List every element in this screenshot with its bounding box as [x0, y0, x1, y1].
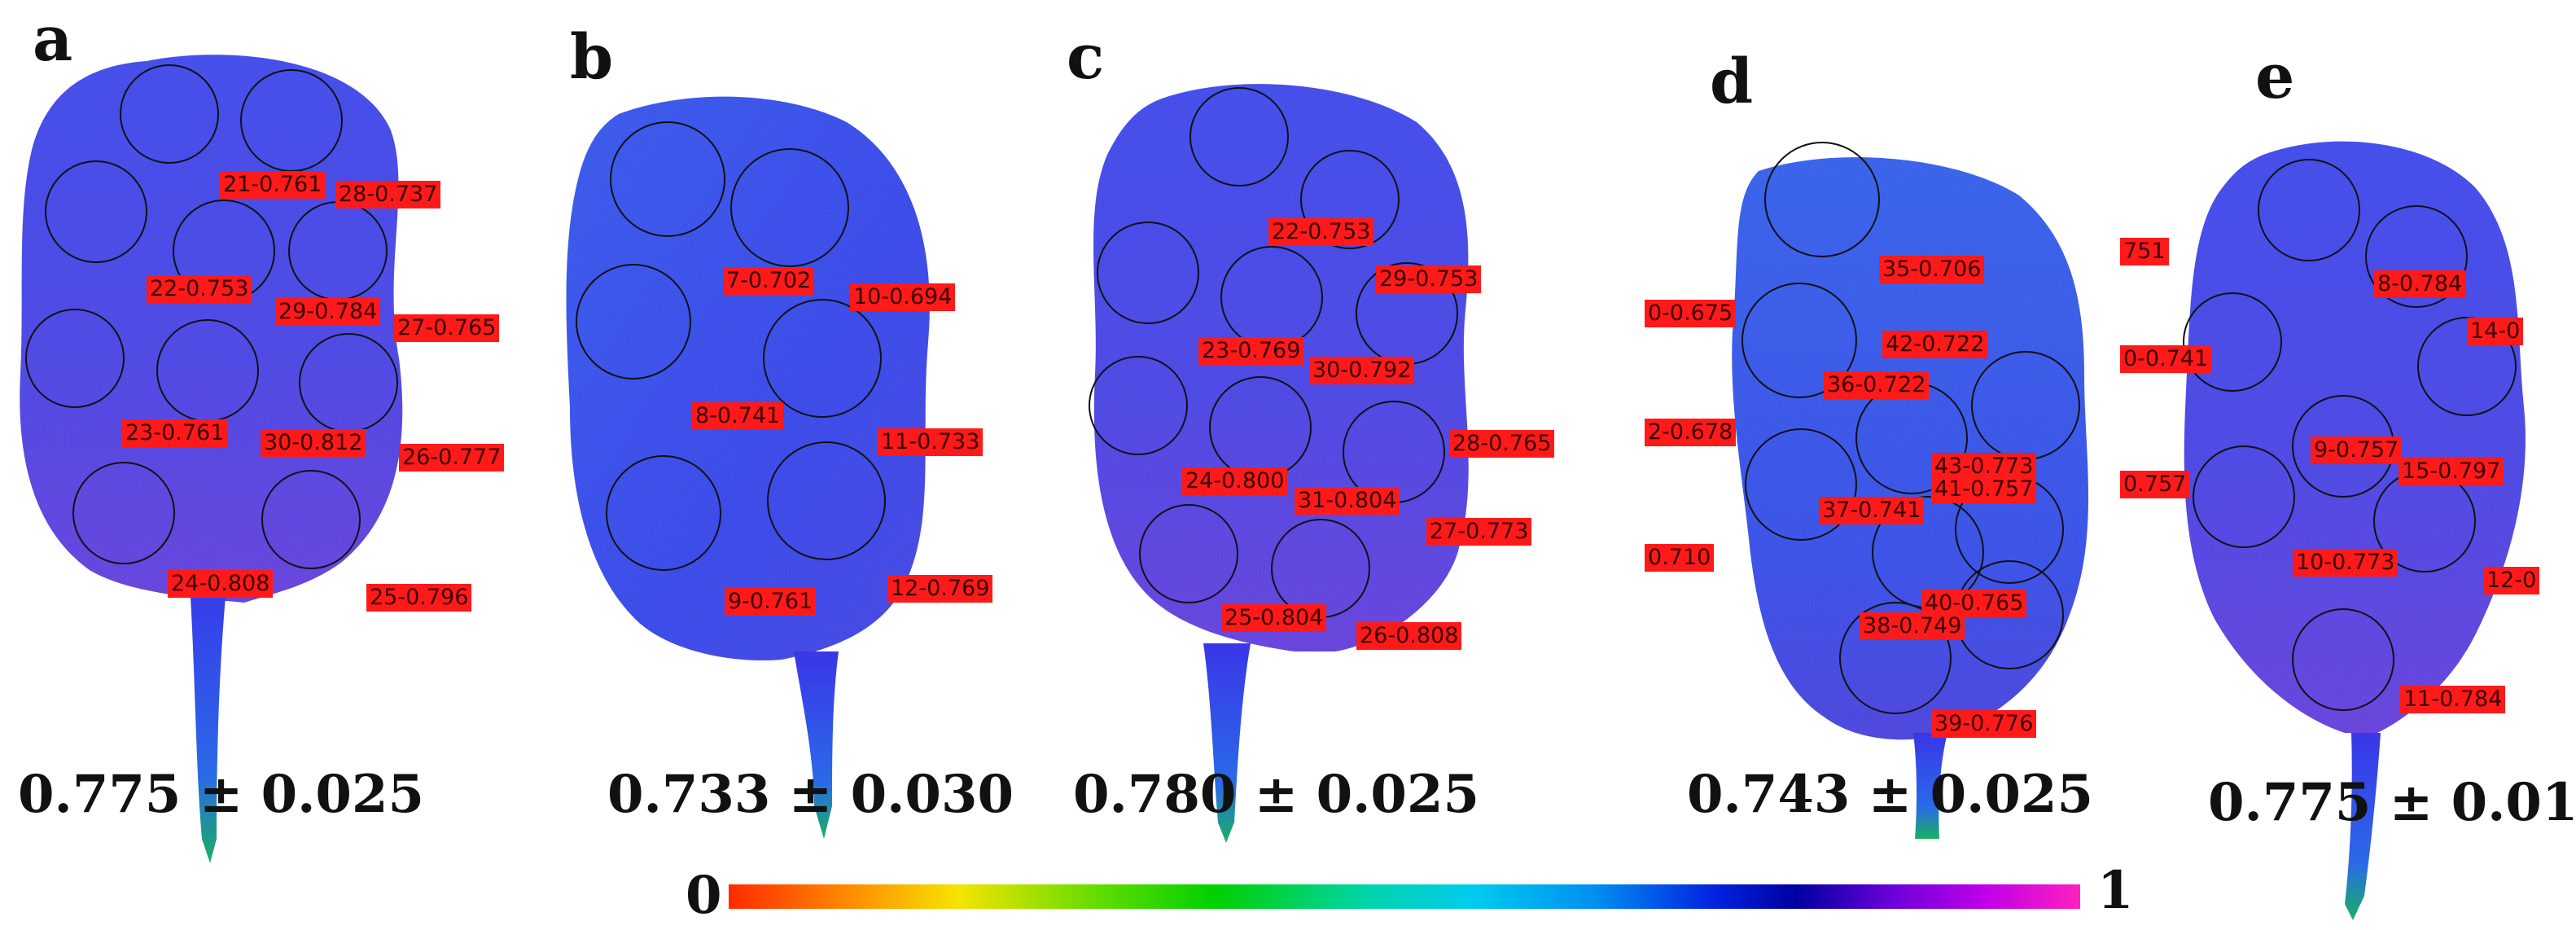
panel-letter-a: a	[33, 2, 73, 75]
roi-label: 21-0.761	[220, 171, 326, 199]
roi-label: 24-0.800	[1182, 467, 1288, 495]
roi-label: 11-0.733	[878, 428, 984, 456]
roi-label: 23-0.761	[122, 419, 228, 447]
roi-label: 40-0.765	[1921, 590, 2027, 617]
panel-letter-e: e	[2255, 40, 2295, 112]
roi-label: 0-0.675	[1645, 300, 1737, 327]
roi-label: 11-0.784	[2400, 686, 2506, 713]
roi-label: 12-0.769	[887, 575, 993, 603]
roi-label: 28-0.737	[335, 181, 441, 208]
roi-label: 42-0.722	[1882, 331, 1988, 358]
roi-label: 0.710	[1645, 544, 1715, 572]
roi-label: 9-0.757	[2311, 436, 2403, 464]
roi-label: 22-0.753	[1268, 218, 1374, 246]
roi-label: 29-0.753	[1376, 265, 1482, 293]
roi-label: 7-0.702	[723, 267, 815, 295]
roi-label: 26-0.777	[399, 444, 505, 472]
roi-label: 0-0.741	[2120, 345, 2212, 373]
roi-label: 751	[2120, 238, 2169, 265]
roi-label: 9-0.761	[725, 588, 817, 616]
roi-label: 0.757	[2120, 471, 2190, 498]
roi-label: 28-0.765	[1449, 430, 1555, 458]
roi-label: 10-0.773	[2293, 549, 2399, 577]
roi-label: 10-0.694	[850, 283, 956, 311]
panel-letter-b: b	[570, 20, 614, 93]
roi-label: 38-0.749	[1860, 612, 1965, 640]
panel-value-d: 0.743 ± 0.025	[1687, 764, 2093, 825]
roi-label: 22-0.753	[147, 275, 252, 303]
leaf-c	[1089, 84, 1469, 843]
colorbar-min-label: 0	[686, 865, 722, 926]
roi-label: 41-0.757	[1931, 476, 2037, 503]
panel-value-e: 0.775 ± 0.011	[2208, 772, 2576, 833]
roi-label: 27-0.765	[394, 314, 500, 342]
roi-label: 15-0.797	[2399, 458, 2504, 485]
roi-label: 23-0.769	[1198, 337, 1304, 365]
panel-letter-c: c	[1067, 20, 1105, 93]
colorbar-max-label: 1	[2097, 860, 2134, 921]
roi-label: 30-0.792	[1309, 357, 1415, 384]
panel-value-a: 0.775 ± 0.025	[18, 764, 424, 825]
panel-value-c: 0.780 ± 0.025	[1073, 764, 1479, 825]
roi-label: 27-0.773	[1426, 518, 1532, 546]
roi-label: 8-0.741	[692, 402, 784, 430]
roi-label: 8-0.784	[2374, 270, 2466, 298]
roi-label: 12-0	[2483, 567, 2540, 594]
roi-label: 36-0.722	[1824, 371, 1930, 399]
roi-label: 26-0.808	[1356, 622, 1462, 650]
roi-label: 24-0.808	[168, 570, 274, 598]
leaf-b	[566, 96, 930, 839]
colorbar	[729, 884, 2080, 909]
roi-label: 31-0.804	[1295, 487, 1400, 515]
roi-label: 2-0.678	[1645, 419, 1737, 446]
roi-label: 25-0.804	[1221, 604, 1327, 632]
panel-value-b: 0.733 ± 0.030	[607, 764, 1014, 825]
roi-label: 25-0.796	[366, 584, 472, 612]
roi-label: 35-0.706	[1879, 256, 1985, 283]
roi-label: 14-0	[2467, 318, 2524, 345]
roi-label: 29-0.784	[275, 298, 381, 326]
roi-label: 30-0.812	[261, 429, 366, 457]
roi-label: 39-0.776	[1931, 710, 2037, 738]
leaf-a	[20, 55, 403, 863]
roi-label: 37-0.741	[1819, 497, 1925, 524]
panel-letter-d: d	[1710, 45, 1754, 117]
